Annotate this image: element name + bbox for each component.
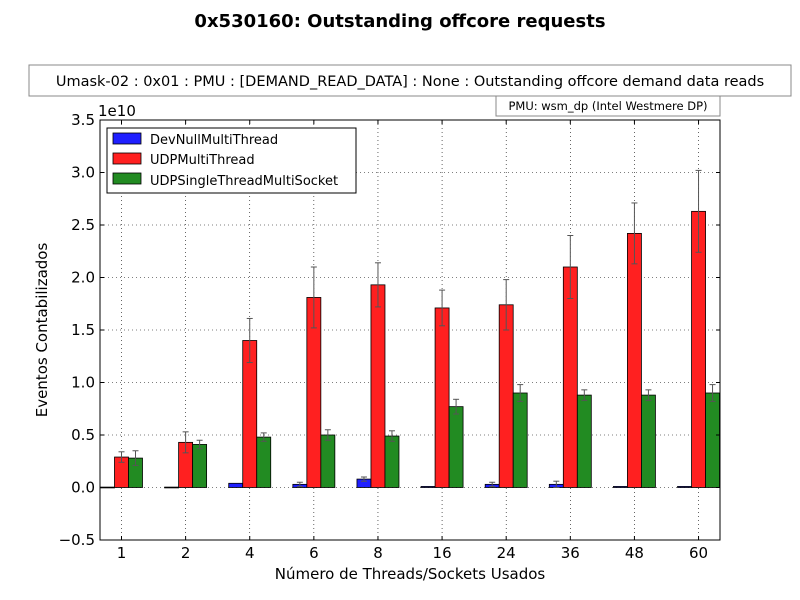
bar-DevNullMultiThread-16 (420, 486, 436, 488)
bar-UDPSingleThreadMultiSocket-24 (512, 392, 528, 488)
x-tick-label: 8 (373, 544, 383, 562)
error-bar-UDPSingleThreadMultiSocket-1 (132, 450, 139, 466)
chart-subtitle: Umask-02 : 0x01 : PMU : [DEMAND_READ_DAT… (56, 74, 764, 90)
error-bar-UDPMultiThread-48 (631, 202, 638, 265)
x-tick-label: 60 (689, 544, 708, 562)
y-ticks: −0.5 0.0 0.5 1.0 1.5 2.0 2.5 3.0 3.5 (59, 111, 720, 549)
subtitle-box: Umask-02 : 0x01 : PMU : [DEMAND_READ_DAT… (28, 64, 792, 97)
y-tick-label: 0.5 (71, 426, 95, 444)
bar-UDPMultiThread-24 (498, 304, 514, 488)
x-tick-label: 48 (625, 544, 644, 562)
legend-label-udpsingle: UDPSingleThreadMultiSocket (150, 174, 338, 189)
error-bar-UDPMultiThread-8 (374, 262, 381, 308)
error-bar-UDPMultiThread-24 (503, 279, 510, 331)
bar-UDPMultiThread-16 (434, 307, 450, 488)
bar-UDPSingleThreadMultiSocket-6 (320, 434, 336, 488)
y-axis-label: Eventos Contabilizados (33, 243, 51, 418)
x-tick-label: 2 (181, 544, 191, 562)
x-tick-label: 4 (245, 544, 255, 562)
y-tick-label: 0.0 (71, 479, 95, 497)
y-tick-label: −0.5 (59, 531, 95, 549)
y-tick-label: 2.5 (71, 216, 95, 234)
chart-title: 0x530160: Outstanding offcore requests (194, 11, 605, 32)
error-bar-UDPMultiThread-16 (439, 289, 446, 327)
pmu-note-box: PMU: wsm_dp (Intel Westmere DP) (495, 95, 721, 117)
error-bar-UDPMultiThread-4 (246, 317, 253, 364)
bar-UDPSingleThreadMultiSocket-2 (192, 444, 208, 488)
legend-swatch-devnull (112, 132, 142, 145)
y-tick-label: 3.0 (71, 164, 95, 182)
legend-frame (106, 127, 357, 194)
y-multiplier: 1e10 (98, 102, 136, 120)
error-bar-UDPMultiThread-6 (310, 266, 317, 329)
y-tick-label: 3.5 (71, 111, 95, 129)
bar-UDPMultiThread-36 (562, 266, 578, 488)
bar-UDPMultiThread-8 (370, 284, 386, 488)
y-tick-label: 1.5 (71, 321, 95, 339)
x-tick-label: 16 (433, 544, 452, 562)
error-bars (118, 169, 716, 488)
error-bar-UDPMultiThread-1 (118, 451, 125, 463)
legend-swatch-udpmulti (112, 152, 142, 165)
x-ticks: 1 2 4 6 8 16 24 36 48 60 (117, 120, 708, 562)
y-tick-label: 1.0 (71, 374, 95, 392)
error-bar-UDPSingleThreadMultiSocket-48 (645, 389, 652, 401)
bar-UDPSingleThreadMultiSocket-60 (705, 392, 720, 488)
bar-UDPSingleThreadMultiSocket-4 (256, 436, 272, 488)
error-bar-UDPSingleThreadMultiSocket-36 (581, 389, 588, 401)
error-bar-UDPSingleThreadMultiSocket-8 (388, 430, 395, 442)
x-tick-label: 1 (117, 544, 127, 562)
bar-UDPSingleThreadMultiSocket-8 (384, 435, 400, 488)
bar-DevNullMultiThread-4 (228, 482, 244, 488)
error-bar-UDPSingleThreadMultiSocket-2 (196, 439, 203, 450)
legend-swatch-udpsingle (112, 172, 142, 185)
error-bar-DevNullMultiThread-24 (489, 481, 496, 487)
bar-UDPMultiThread-48 (627, 232, 642, 488)
legend: DevNullMultiThread UDPMultiThread UDPSin… (106, 127, 357, 194)
pmu-note: PMU: wsm_dp (Intel Westmere DP) (508, 99, 707, 113)
error-bar-DevNullMultiThread-6 (296, 481, 303, 487)
bar-DevNullMultiThread-60 (677, 486, 692, 488)
error-bar-UDPSingleThreadMultiSocket-24 (517, 384, 524, 402)
error-bar-UDPMultiThread-60 (695, 169, 702, 253)
legend-label-udpmulti: UDPMultiThread (150, 153, 255, 168)
bar-DevNullMultiThread-2 (164, 486, 180, 489)
error-bar-UDPSingleThreadMultiSocket-16 (453, 398, 460, 415)
bar-UDPSingleThreadMultiSocket-36 (576, 394, 592, 488)
x-tick-label: 6 (309, 544, 319, 562)
error-bar-DevNullMultiThread-36 (553, 480, 560, 488)
error-bar-UDPSingleThreadMultiSocket-4 (260, 432, 267, 442)
bar-DevNullMultiThread-48 (613, 486, 628, 488)
error-bar-UDPMultiThread-36 (567, 235, 574, 299)
error-bar-UDPSingleThreadMultiSocket-6 (324, 429, 331, 441)
error-bar-UDPSingleThreadMultiSocket-60 (709, 384, 716, 402)
legend-label-devnull: DevNullMultiThread (150, 133, 278, 148)
error-bar-DevNullMultiThread-8 (360, 476, 367, 482)
error-bar-UDPMultiThread-2 (182, 431, 189, 454)
x-tick-label: 36 (561, 544, 580, 562)
x-axis-label: Número de Threads/Sockets Usados (275, 565, 546, 583)
y-tick-label: 2.0 (71, 269, 95, 287)
x-tick-label: 24 (497, 544, 516, 562)
bar-UDPSingleThreadMultiSocket-16 (448, 406, 464, 488)
bar-UDPSingleThreadMultiSocket-48 (641, 394, 656, 488)
